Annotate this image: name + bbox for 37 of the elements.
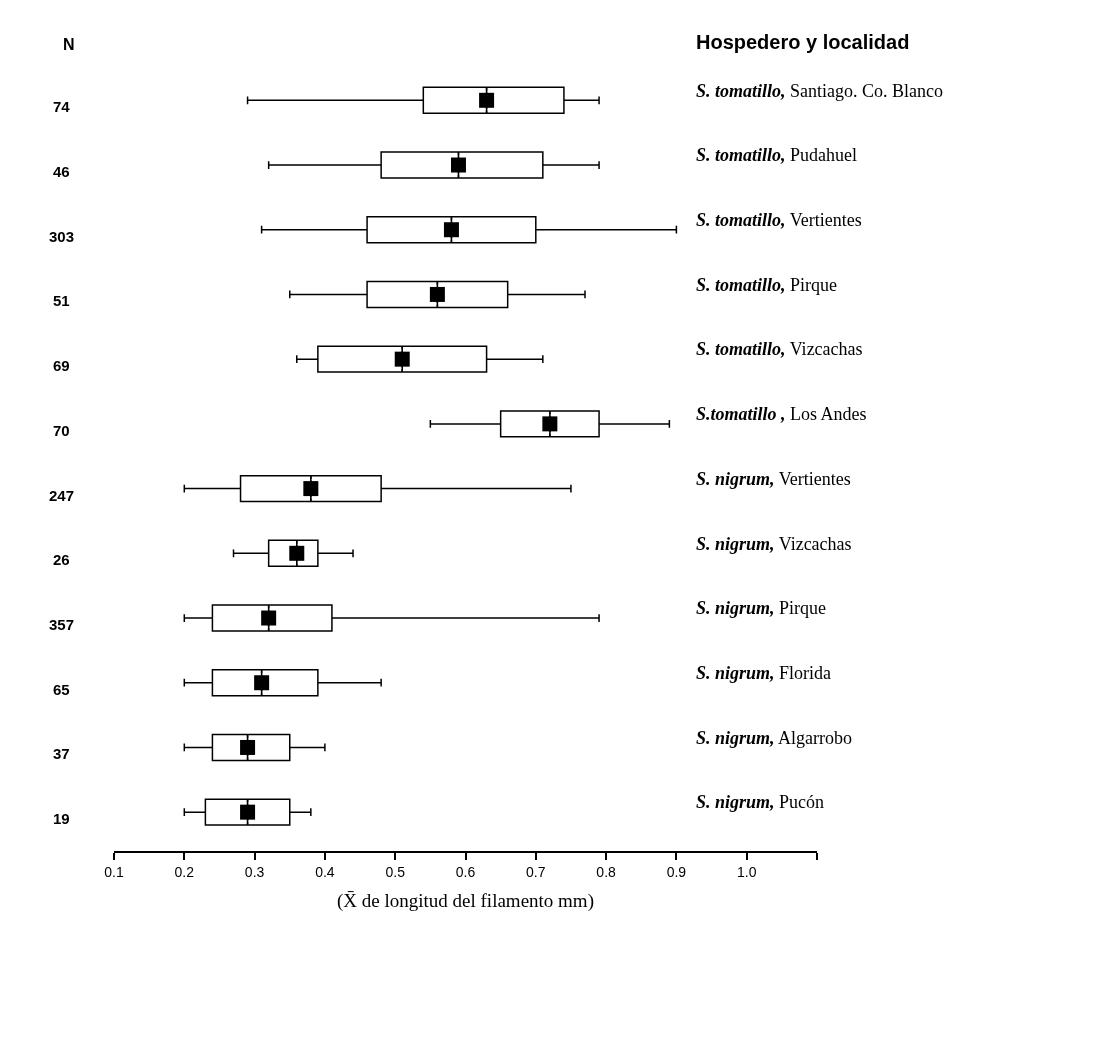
y-tick-label: S. tomatillo, Pudahuel bbox=[696, 145, 858, 165]
text: 51 bbox=[53, 292, 70, 309]
x-axis-title: (X̄ de longitud del filamento mm) bbox=[337, 889, 594, 912]
y-tick-label: S. nigrum, Vizcachas bbox=[696, 534, 852, 554]
y-tick-label: S. tomatillo, Vizcachas bbox=[696, 339, 863, 359]
y-tick-label: S. nigrum, Vertientes bbox=[696, 469, 851, 489]
text: 70 bbox=[53, 422, 70, 439]
x-tick-label: 0.7 bbox=[526, 863, 546, 880]
text: 37 bbox=[53, 745, 70, 762]
text: Hospedero y localidad bbox=[696, 31, 910, 53]
x-tick-label: 0.4 bbox=[315, 863, 335, 880]
text: 46 bbox=[53, 163, 70, 180]
x-tick-label: 0.5 bbox=[385, 863, 406, 880]
y-tick-label: S.tomatillo , Los Andes bbox=[696, 404, 867, 424]
y-tick-label: S. tomatillo, Vertientes bbox=[696, 210, 862, 230]
x-tick-label: 0.1 bbox=[104, 863, 124, 880]
text: 247 bbox=[49, 487, 75, 504]
text: 65 bbox=[53, 681, 70, 698]
text: 357 bbox=[49, 616, 75, 633]
y-tick-label: S. nigrum, Pirque bbox=[696, 598, 827, 618]
text: 19 bbox=[53, 810, 70, 827]
y-tick-label: S. nigrum, Florida bbox=[696, 663, 832, 683]
y-tick-label: S. nigrum, Algarrobo bbox=[696, 728, 853, 748]
y-tick-label: S. tomatillo, Pirque bbox=[696, 275, 838, 295]
text: 74 bbox=[53, 98, 71, 115]
y-tick-label: S. tomatillo, Santiago. Co. Blanco bbox=[696, 81, 944, 101]
x-tick-label: 0.3 bbox=[244, 863, 265, 880]
x-tick-label: 1.0 bbox=[736, 863, 757, 880]
text: 26 bbox=[53, 551, 70, 568]
x-tick-label: 0.8 bbox=[596, 863, 617, 880]
x-tick-label: 0.2 bbox=[174, 863, 195, 880]
x-tick-label: 0.6 bbox=[455, 863, 476, 880]
text: N bbox=[63, 36, 75, 53]
text: 69 bbox=[53, 357, 70, 374]
y-tick-label: S. nigrum, Pucón bbox=[696, 792, 825, 812]
text: 303 bbox=[49, 228, 75, 245]
x-tick-label: 0.9 bbox=[666, 863, 687, 880]
